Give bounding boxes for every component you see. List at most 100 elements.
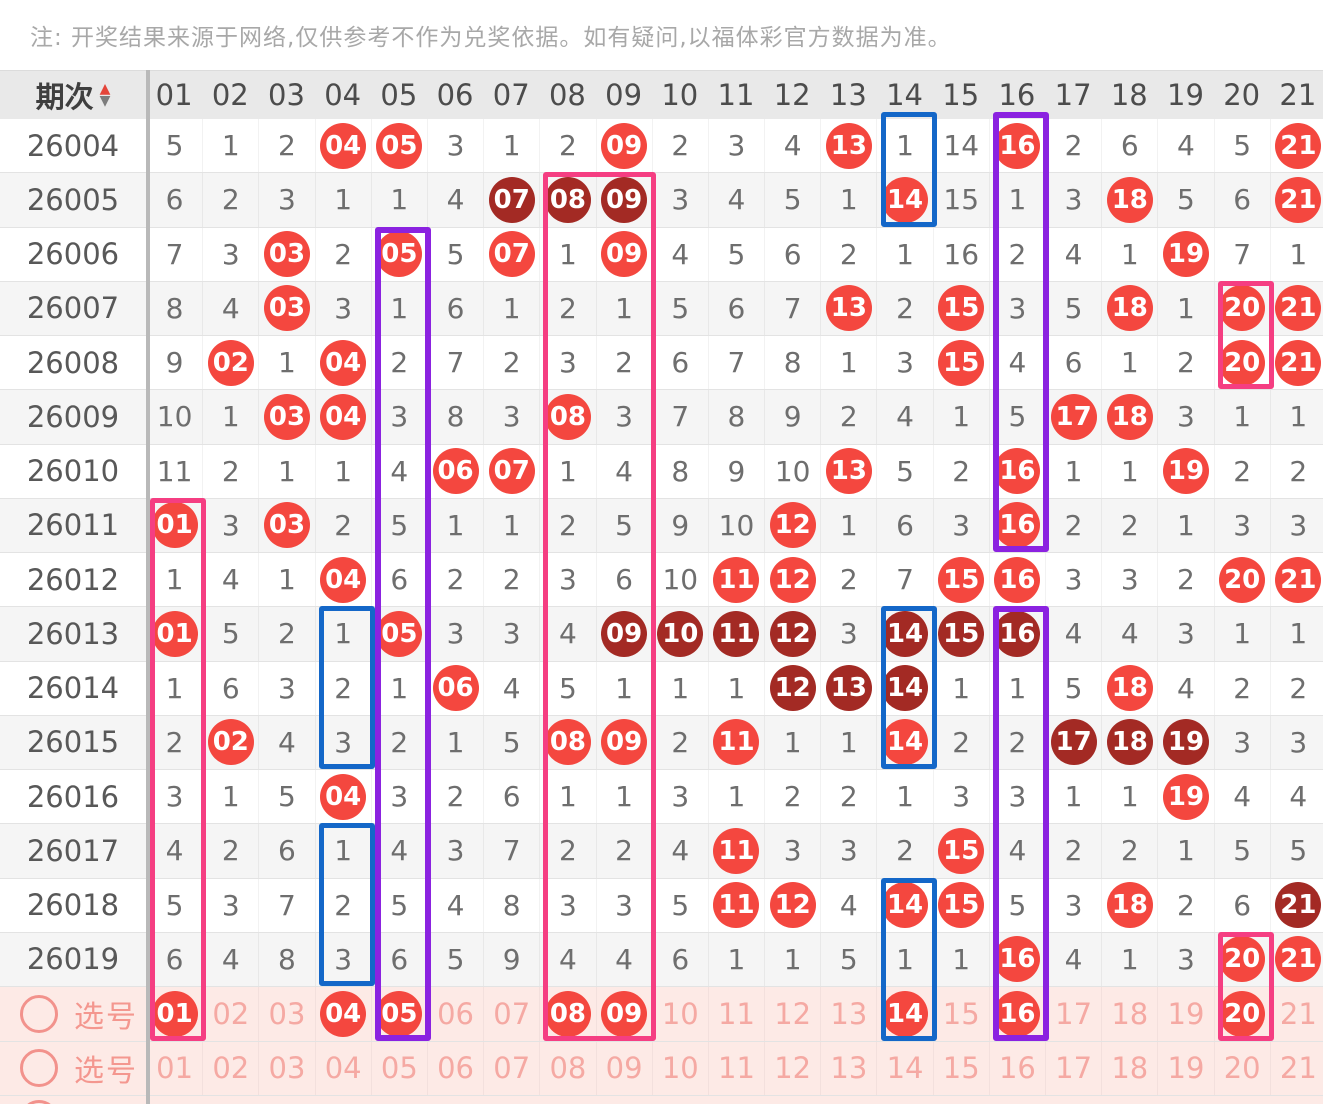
- drawn-ball-06: 06: [432, 448, 479, 495]
- selectable-number-13[interactable]: 13: [820, 987, 876, 1041]
- selectable-number-18[interactable]: 18: [1101, 987, 1157, 1041]
- column-header-04: 04: [324, 78, 362, 112]
- period-row-26004: 26004 5 1 2 04 05 3 1 2 09 2 3 4 13 1 14 16 2 6 4 5 21: [0, 119, 1323, 174]
- cell-26018-07: 8: [483, 878, 540, 932]
- cell-26013-04: 1: [314, 607, 371, 661]
- selectable-number-10[interactable]: 10: [651, 1041, 708, 1095]
- drawn-ball-20[interactable]: 20: [1219, 990, 1266, 1037]
- selectable-number-12[interactable]: 12: [764, 987, 820, 1041]
- cell-26015-10: 2: [651, 715, 708, 769]
- repeat-drawn-ball-14: 14: [882, 665, 929, 712]
- drawn-ball-13: 13: [825, 285, 872, 332]
- selectable-number-21[interactable]: 21: [1269, 1041, 1323, 1095]
- selectable-number-11[interactable]: 11: [707, 1041, 764, 1095]
- cell-26015-20: 3: [1213, 715, 1270, 769]
- cell-26011-19: 1: [1157, 498, 1214, 552]
- selectable-number-11[interactable]: 11: [707, 987, 764, 1041]
- selectable-number-12[interactable]: 12: [764, 1041, 820, 1095]
- column-header-02: 02: [211, 78, 249, 112]
- cell-26008-01: 9: [146, 336, 203, 390]
- cell-26006-17: 4: [1045, 227, 1102, 281]
- cell-26008-10: 6: [651, 336, 708, 390]
- cell-26010-08: 1: [539, 444, 596, 498]
- selectable-number-05[interactable]: 05: [370, 1041, 427, 1095]
- selectable-number-01[interactable]: 01: [146, 987, 202, 1041]
- selectable-number-03[interactable]: 03: [258, 1041, 314, 1095]
- table-header-row: 期次 ▲ ▼ 01 02 03 04 05 06 07 08 09 10 11 12 13 14 15 16 17…: [0, 70, 1323, 119]
- cell-26004-08: 2: [539, 119, 596, 173]
- selectable-number-07[interactable]: 07: [483, 1041, 539, 1095]
- cell-26010-17: 1: [1045, 444, 1102, 498]
- selectable-number-01[interactable]: 01: [146, 1041, 202, 1095]
- selectable-number-05[interactable]: 05: [370, 987, 427, 1041]
- selectable-number-18[interactable]: 18: [1101, 1041, 1157, 1095]
- drawn-ball-08[interactable]: 08: [544, 990, 591, 1037]
- selectable-number-20[interactable]: 20: [1213, 1041, 1270, 1095]
- selectable-number-09[interactable]: 09: [595, 987, 652, 1041]
- cell-26012-13: 2: [820, 553, 877, 607]
- selectable-number-15[interactable]: 15: [932, 1041, 989, 1095]
- selectable-number-17[interactable]: 17: [1045, 1041, 1101, 1095]
- cell-26007-07: 1: [483, 281, 540, 335]
- selectable-number-02[interactable]: 02: [202, 987, 258, 1041]
- selectable-number-19[interactable]: 19: [1157, 987, 1213, 1041]
- cell-26005-13: 1: [820, 173, 877, 227]
- drawn-ball-09[interactable]: 09: [601, 990, 648, 1037]
- cell-26015-08: 08: [539, 715, 596, 769]
- cell-26017-05: 4: [370, 824, 427, 878]
- cell-26005-14: 14: [876, 173, 933, 227]
- select-checkbox-3[interactable]: [20, 1100, 58, 1104]
- drawn-ball-16[interactable]: 16: [994, 990, 1041, 1037]
- cell-26011-14: 6: [876, 498, 933, 552]
- drawn-ball-04[interactable]: 04: [320, 990, 367, 1037]
- selectable-number-06[interactable]: 06: [426, 987, 483, 1041]
- select-checkbox-2[interactable]: [20, 1049, 58, 1088]
- cell-26017-12: 3: [764, 824, 821, 878]
- cell-26017-07: 7: [483, 824, 540, 878]
- selectable-number-04[interactable]: 04: [314, 987, 371, 1041]
- selectable-number-08[interactable]: 08: [539, 987, 595, 1041]
- cell-26009-10: 7: [651, 390, 708, 444]
- cell-26011-03: 03: [258, 498, 315, 552]
- selectable-number-17[interactable]: 17: [1045, 987, 1101, 1041]
- cell-26015-15: 2: [932, 715, 989, 769]
- cell-26015-17: 17: [1045, 715, 1102, 769]
- selectable-number-14[interactable]: 14: [876, 987, 932, 1041]
- select-checkbox-1[interactable]: [20, 994, 58, 1033]
- drawn-ball-05[interactable]: 05: [376, 990, 423, 1037]
- cell-26013-07: 3: [483, 607, 540, 661]
- cell-26019-06: 5: [426, 932, 484, 986]
- cell-26019-16: 16: [988, 932, 1045, 986]
- selectable-number-06[interactable]: 06: [426, 1041, 483, 1095]
- drawn-ball-14[interactable]: 14: [882, 990, 929, 1037]
- selectable-number-21[interactable]: 21: [1269, 987, 1323, 1041]
- cell-26012-19: 2: [1157, 553, 1214, 607]
- selectable-number-09[interactable]: 09: [595, 1041, 652, 1095]
- cell-26015-01: 2: [146, 715, 203, 769]
- selectable-number-15[interactable]: 15: [932, 987, 989, 1041]
- repeat-drawn-ball-14: 14: [882, 610, 929, 657]
- selectable-number-04[interactable]: 04: [314, 1041, 371, 1095]
- selectable-number-03[interactable]: 03: [258, 987, 314, 1041]
- cell-26010-02: 2: [202, 444, 259, 498]
- period-sort-button[interactable]: 期次 ▲ ▼: [0, 74, 146, 116]
- cell-26009-14: 4: [876, 390, 933, 444]
- selectable-number-16[interactable]: 16: [988, 987, 1045, 1041]
- drawn-ball-01[interactable]: 01: [151, 990, 198, 1037]
- selectable-number-13[interactable]: 13: [820, 1041, 876, 1095]
- drawn-ball-01: 01: [151, 502, 198, 549]
- selectable-number-20[interactable]: 20: [1213, 987, 1270, 1041]
- cell-26016-11: 1: [707, 770, 765, 824]
- selectable-number-08[interactable]: 08: [539, 1041, 595, 1095]
- column-header-05: 05: [380, 78, 418, 112]
- selectable-number-02[interactable]: 02: [202, 1041, 258, 1095]
- cell-26005-17: 3: [1045, 173, 1102, 227]
- cell-26010-18: 1: [1101, 444, 1158, 498]
- selectable-number-19[interactable]: 19: [1157, 1041, 1213, 1095]
- selectable-number-14[interactable]: 14: [876, 1041, 932, 1095]
- drawn-ball-09: 09: [601, 122, 648, 169]
- selectable-number-07[interactable]: 07: [483, 987, 539, 1041]
- selectable-number-16[interactable]: 16: [988, 1041, 1045, 1095]
- selectable-number-10[interactable]: 10: [651, 987, 708, 1041]
